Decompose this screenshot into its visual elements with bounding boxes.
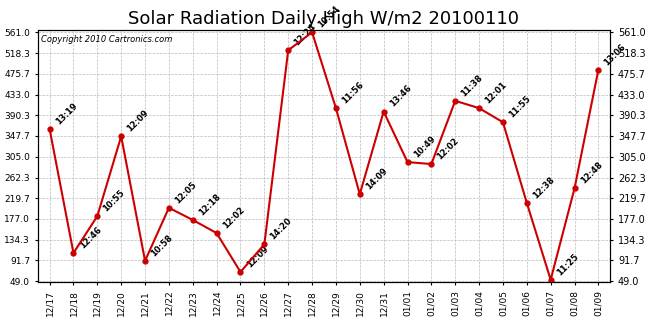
Text: 14:20: 14:20	[268, 216, 294, 242]
Text: 11:25: 11:25	[555, 252, 580, 277]
Text: 12:09: 12:09	[125, 108, 151, 133]
Text: 13:19: 13:19	[54, 101, 79, 126]
Text: 10:55: 10:55	[101, 188, 127, 213]
Title: Solar Radiation Daily High W/m2 20100110: Solar Radiation Daily High W/m2 20100110	[129, 10, 519, 28]
Text: 12:18: 12:18	[197, 192, 222, 217]
Text: 12:09: 12:09	[244, 244, 270, 269]
Text: 11:56: 11:56	[340, 80, 365, 105]
Text: 10:54: 10:54	[317, 4, 341, 29]
Text: 14:09: 14:09	[364, 166, 389, 191]
Text: 12:48: 12:48	[578, 160, 604, 186]
Text: 12:02: 12:02	[221, 205, 246, 230]
Text: Copyright 2010 Cartronics.com: Copyright 2010 Cartronics.com	[40, 35, 172, 44]
Text: 10:49: 10:49	[411, 134, 437, 159]
Text: 12:38: 12:38	[531, 175, 556, 200]
Text: 12:05: 12:05	[173, 180, 198, 205]
Text: 11:38: 11:38	[460, 73, 485, 98]
Text: 10:58: 10:58	[150, 233, 174, 258]
Text: 13:46: 13:46	[388, 84, 413, 109]
Text: 12:46: 12:46	[77, 225, 103, 250]
Text: 12:24: 12:24	[292, 22, 318, 47]
Text: 11:55: 11:55	[507, 94, 532, 119]
Text: 12:02: 12:02	[436, 136, 461, 161]
Text: 13:06: 13:06	[603, 42, 628, 67]
Text: 12:01: 12:01	[483, 80, 508, 105]
